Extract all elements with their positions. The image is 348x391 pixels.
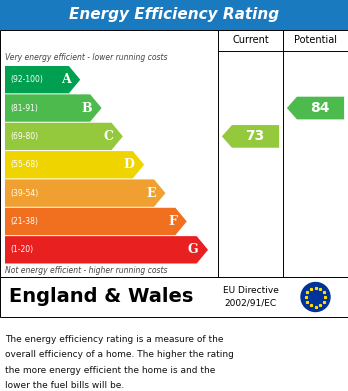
Text: E: E <box>146 187 156 200</box>
Text: lower the fuel bills will be.: lower the fuel bills will be. <box>5 381 124 390</box>
Text: C: C <box>103 130 113 143</box>
Polygon shape <box>222 125 279 148</box>
Text: Energy Efficiency Rating: Energy Efficiency Rating <box>69 7 279 22</box>
Polygon shape <box>5 123 123 150</box>
Text: EU Directive
2002/91/EC: EU Directive 2002/91/EC <box>223 286 278 308</box>
Text: (92-100): (92-100) <box>10 75 43 84</box>
Bar <box>0 0 348 29</box>
Bar <box>0 29 348 277</box>
Text: F: F <box>168 215 177 228</box>
Text: Potential: Potential <box>294 35 337 45</box>
Polygon shape <box>5 66 80 93</box>
Text: (81-91): (81-91) <box>10 104 38 113</box>
Text: Not energy efficient - higher running costs: Not energy efficient - higher running co… <box>5 266 167 275</box>
Text: D: D <box>124 158 134 171</box>
Text: (21-38): (21-38) <box>10 217 38 226</box>
Text: G: G <box>188 243 198 256</box>
Text: Current: Current <box>232 35 269 45</box>
Polygon shape <box>5 236 208 264</box>
Circle shape <box>301 283 330 312</box>
Text: England & Wales: England & Wales <box>9 287 193 307</box>
Text: B: B <box>81 102 92 115</box>
Polygon shape <box>5 179 165 207</box>
Text: 73: 73 <box>245 129 265 143</box>
Polygon shape <box>5 151 144 178</box>
Polygon shape <box>5 208 187 235</box>
Text: A: A <box>61 73 71 86</box>
Text: (1-20): (1-20) <box>10 245 33 254</box>
Text: (69-80): (69-80) <box>10 132 38 141</box>
Text: (55-68): (55-68) <box>10 160 38 169</box>
Text: (39-54): (39-54) <box>10 188 38 197</box>
Text: Very energy efficient - lower running costs: Very energy efficient - lower running co… <box>5 54 167 63</box>
Text: the more energy efficient the home is and the: the more energy efficient the home is an… <box>5 366 215 375</box>
Text: 84: 84 <box>310 101 330 115</box>
Text: The energy efficiency rating is a measure of the: The energy efficiency rating is a measur… <box>5 335 223 344</box>
Polygon shape <box>5 94 102 122</box>
Text: overall efficiency of a home. The higher the rating: overall efficiency of a home. The higher… <box>5 350 234 359</box>
Polygon shape <box>287 97 344 119</box>
Bar <box>0 277 348 317</box>
